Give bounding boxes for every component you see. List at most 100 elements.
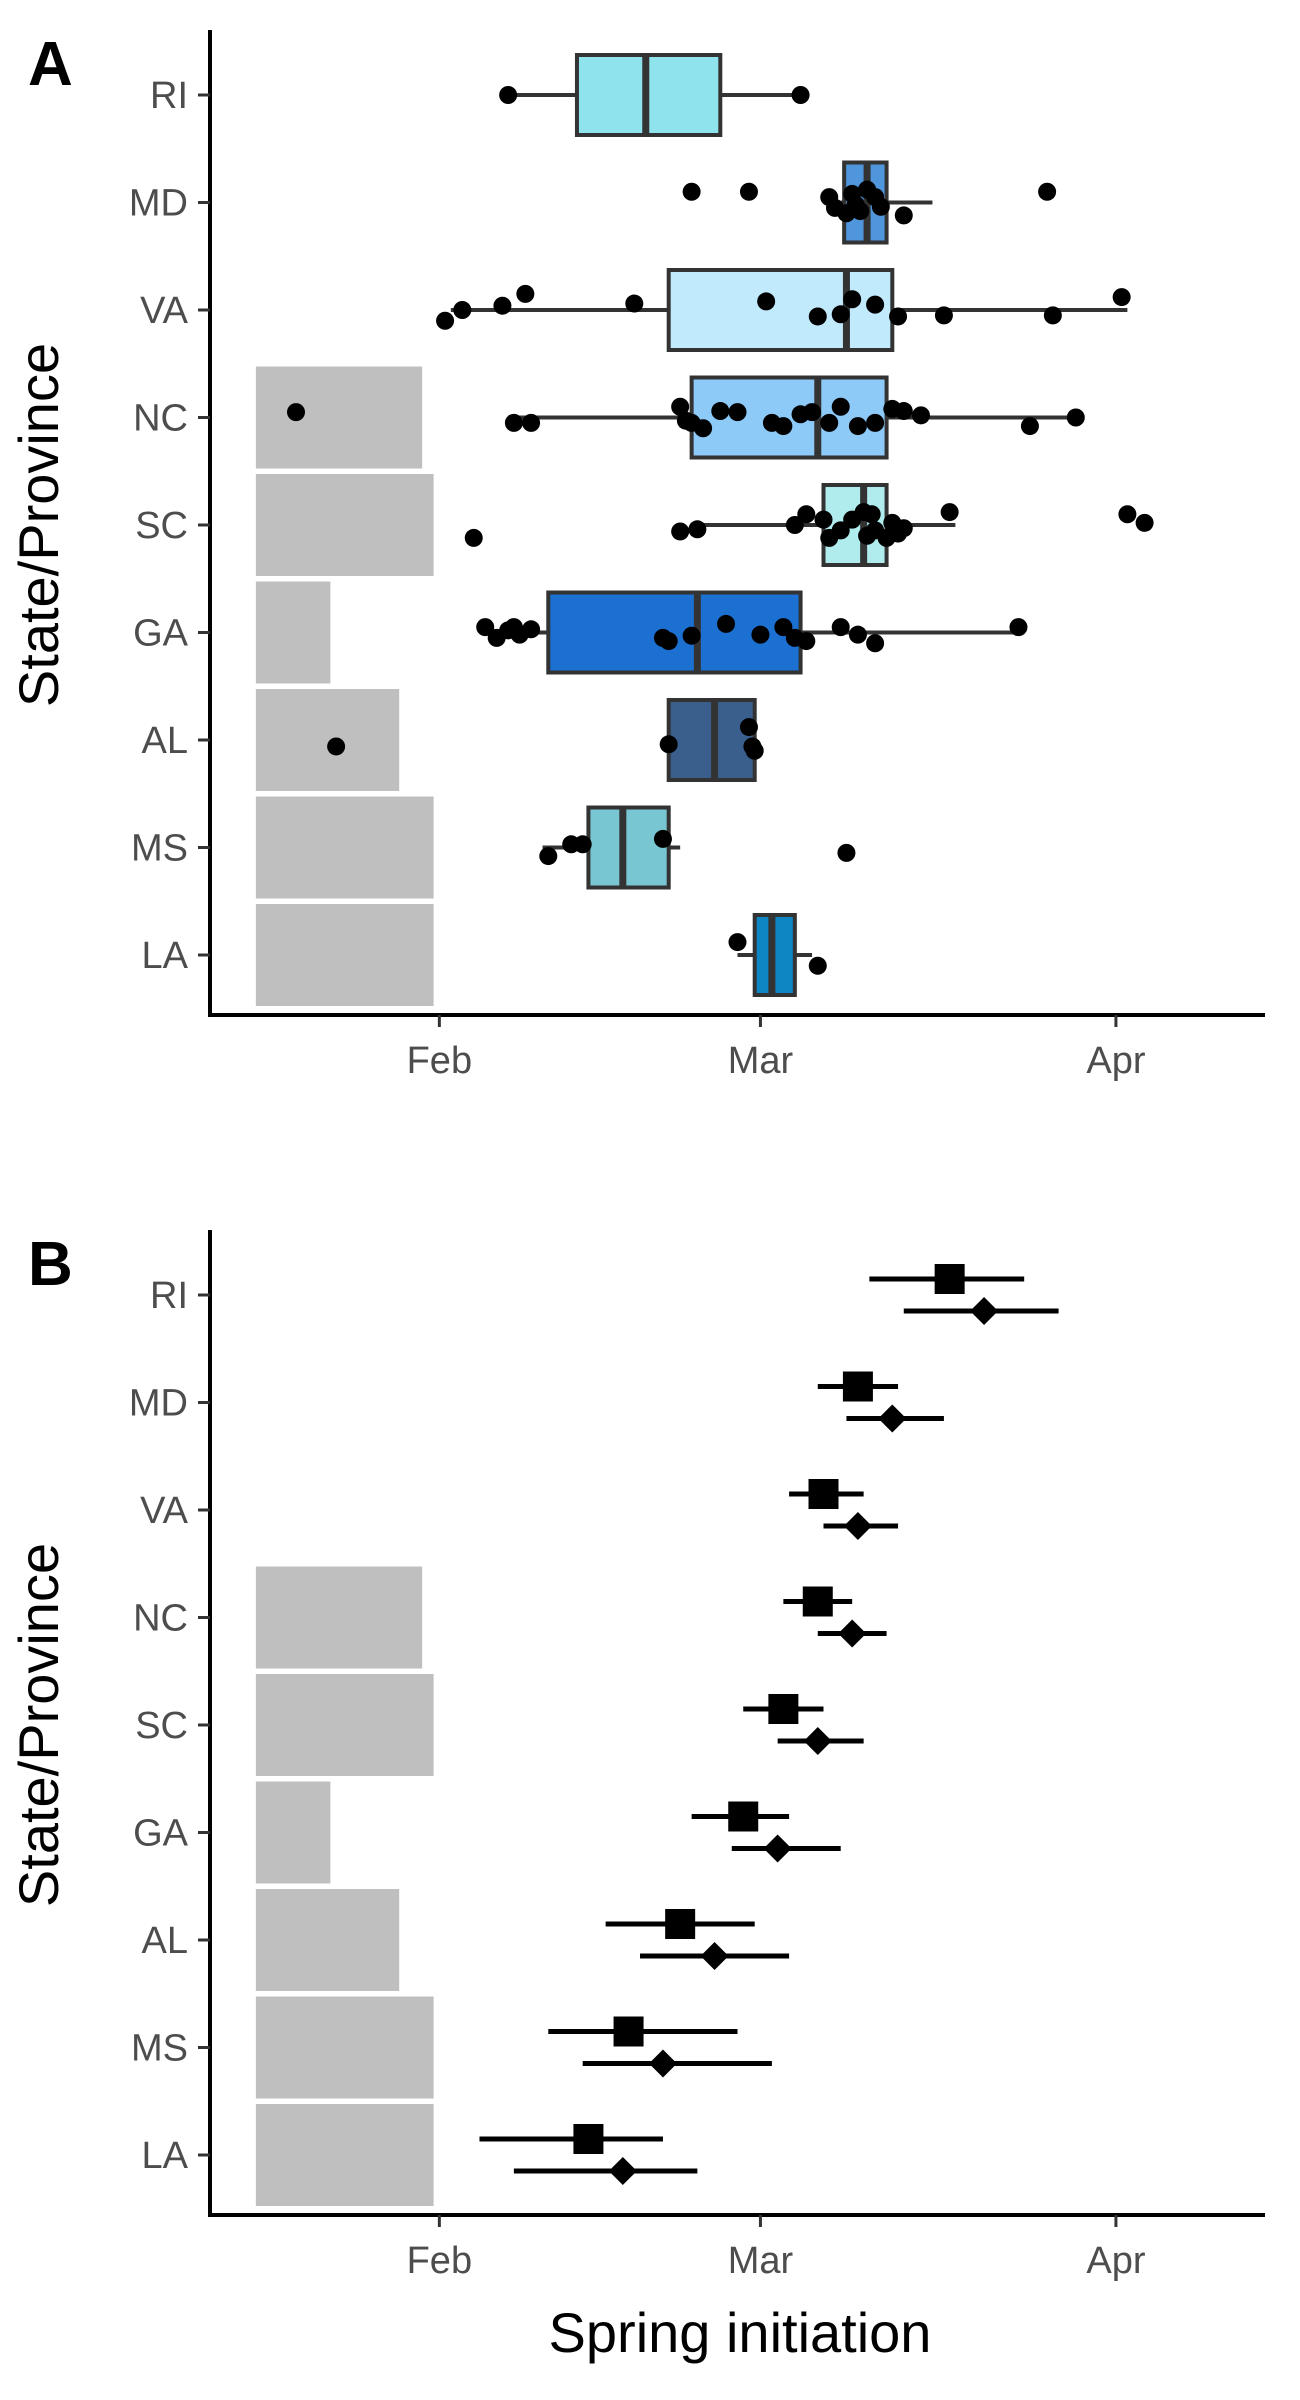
panel-a-grey-bars (255, 366, 434, 1006)
panel-b-intervals (479, 1276, 1059, 2174)
point-ms (837, 843, 856, 862)
point-ga (682, 626, 701, 645)
point-ga (522, 620, 541, 639)
marker-diamond-nc (838, 1619, 867, 1648)
point-ms (573, 835, 592, 854)
panel-b-label: B (28, 1230, 73, 1299)
point-md (871, 197, 890, 216)
point-sc (671, 522, 690, 541)
box-va (666, 268, 895, 352)
category-label: SC (135, 505, 188, 547)
point-sc (814, 510, 833, 529)
point-va (1112, 288, 1131, 307)
marker-square-nc (802, 1586, 833, 1617)
point-ga (659, 632, 678, 651)
point-sc (894, 519, 913, 538)
category-label: AL (142, 720, 188, 762)
grey-bar-ga (255, 1781, 331, 1884)
point-sc (940, 503, 959, 522)
point-ga (751, 625, 770, 644)
point-nc (504, 413, 523, 432)
marker-square-al (665, 1909, 696, 1939)
category-label: RI (150, 75, 188, 117)
marker-square-ga (728, 1801, 759, 1832)
point-nc (774, 417, 793, 436)
point-ga (866, 634, 885, 653)
grey-bar-sc (255, 474, 434, 576)
panel-a-x-ticks: Feb Mar Apr (407, 1015, 1146, 1082)
point-nc (671, 397, 690, 416)
point-ga (797, 632, 816, 651)
marker-diamond-ri (970, 1297, 999, 1325)
point-ga (717, 614, 736, 633)
point-nc (287, 403, 306, 422)
point-ri (791, 86, 810, 104)
x-tick-label: Apr (1086, 2240, 1145, 2282)
panel-a-label: A (28, 30, 73, 99)
point-ms (653, 829, 672, 848)
point-la (728, 933, 747, 952)
panel-b: B State/Province Spring initiation RI MD V… (7, 1230, 1265, 2364)
point-ga (774, 618, 793, 637)
point-nc (848, 417, 867, 436)
grey-bar-nc (255, 1566, 423, 1669)
point-nc (1066, 408, 1085, 427)
point-va (516, 284, 535, 303)
point-al (659, 735, 678, 754)
category-label: NC (133, 1598, 188, 1640)
point-va (934, 306, 953, 325)
point-nc (831, 397, 850, 416)
category-label: MD (129, 1383, 188, 1425)
point-al (739, 718, 758, 737)
point-al (327, 737, 346, 756)
point-sc (831, 521, 850, 540)
point-nc (711, 402, 730, 421)
point-ga (848, 625, 867, 644)
marker-square-ri (934, 1264, 965, 1294)
point-sc (862, 505, 881, 524)
category-label: GA (133, 613, 189, 655)
point-va (843, 290, 862, 309)
point-ga (476, 618, 495, 637)
category-label: GA (133, 1813, 189, 1855)
point-va (808, 307, 827, 326)
point-sc (1118, 505, 1137, 524)
category-label: MD (129, 183, 188, 225)
category-label: LA (142, 2135, 189, 2177)
point-ms (539, 847, 558, 866)
panel-b-grey-bars (255, 1566, 434, 2206)
point-nc (694, 419, 713, 438)
point-nc (728, 403, 747, 422)
category-label: LA (142, 935, 189, 977)
panel-a-points (287, 86, 1154, 975)
point-nc (894, 402, 913, 421)
marker-square-md (842, 1371, 873, 1402)
category-label: SC (135, 1705, 188, 1747)
point-va (625, 294, 644, 313)
point-nc (1020, 417, 1039, 436)
box-ms (586, 805, 671, 890)
point-md (739, 182, 758, 201)
point-ga (831, 618, 850, 637)
point-ga (1009, 618, 1028, 637)
panel-a-category-labels: RI MD VA NC SC GA AL MS LA (129, 75, 210, 977)
grey-bar-la (255, 904, 434, 1006)
x-tick-label: Mar (728, 1040, 794, 1082)
marker-square-va (808, 1479, 839, 1509)
point-va (831, 305, 850, 324)
point-md (894, 206, 913, 225)
x-tick-label: Feb (407, 1040, 472, 1082)
point-nc (522, 413, 541, 432)
point-va (757, 292, 776, 311)
point-va (889, 307, 908, 326)
panel-a: A State/Province RI MD VA NC SC GA AL MS LA Feb M… (7, 30, 1265, 1082)
point-sc (464, 528, 483, 547)
point-va (436, 311, 455, 330)
panel-b-ylabel: State/Province (7, 1543, 70, 1907)
point-nc (866, 413, 885, 432)
point-va (1043, 306, 1062, 325)
marker-diamond-al (700, 1942, 729, 1970)
panel-b-markers (573, 1264, 999, 2185)
marker-square-ms (613, 2016, 644, 2047)
marker-diamond-sc (803, 1727, 832, 1755)
